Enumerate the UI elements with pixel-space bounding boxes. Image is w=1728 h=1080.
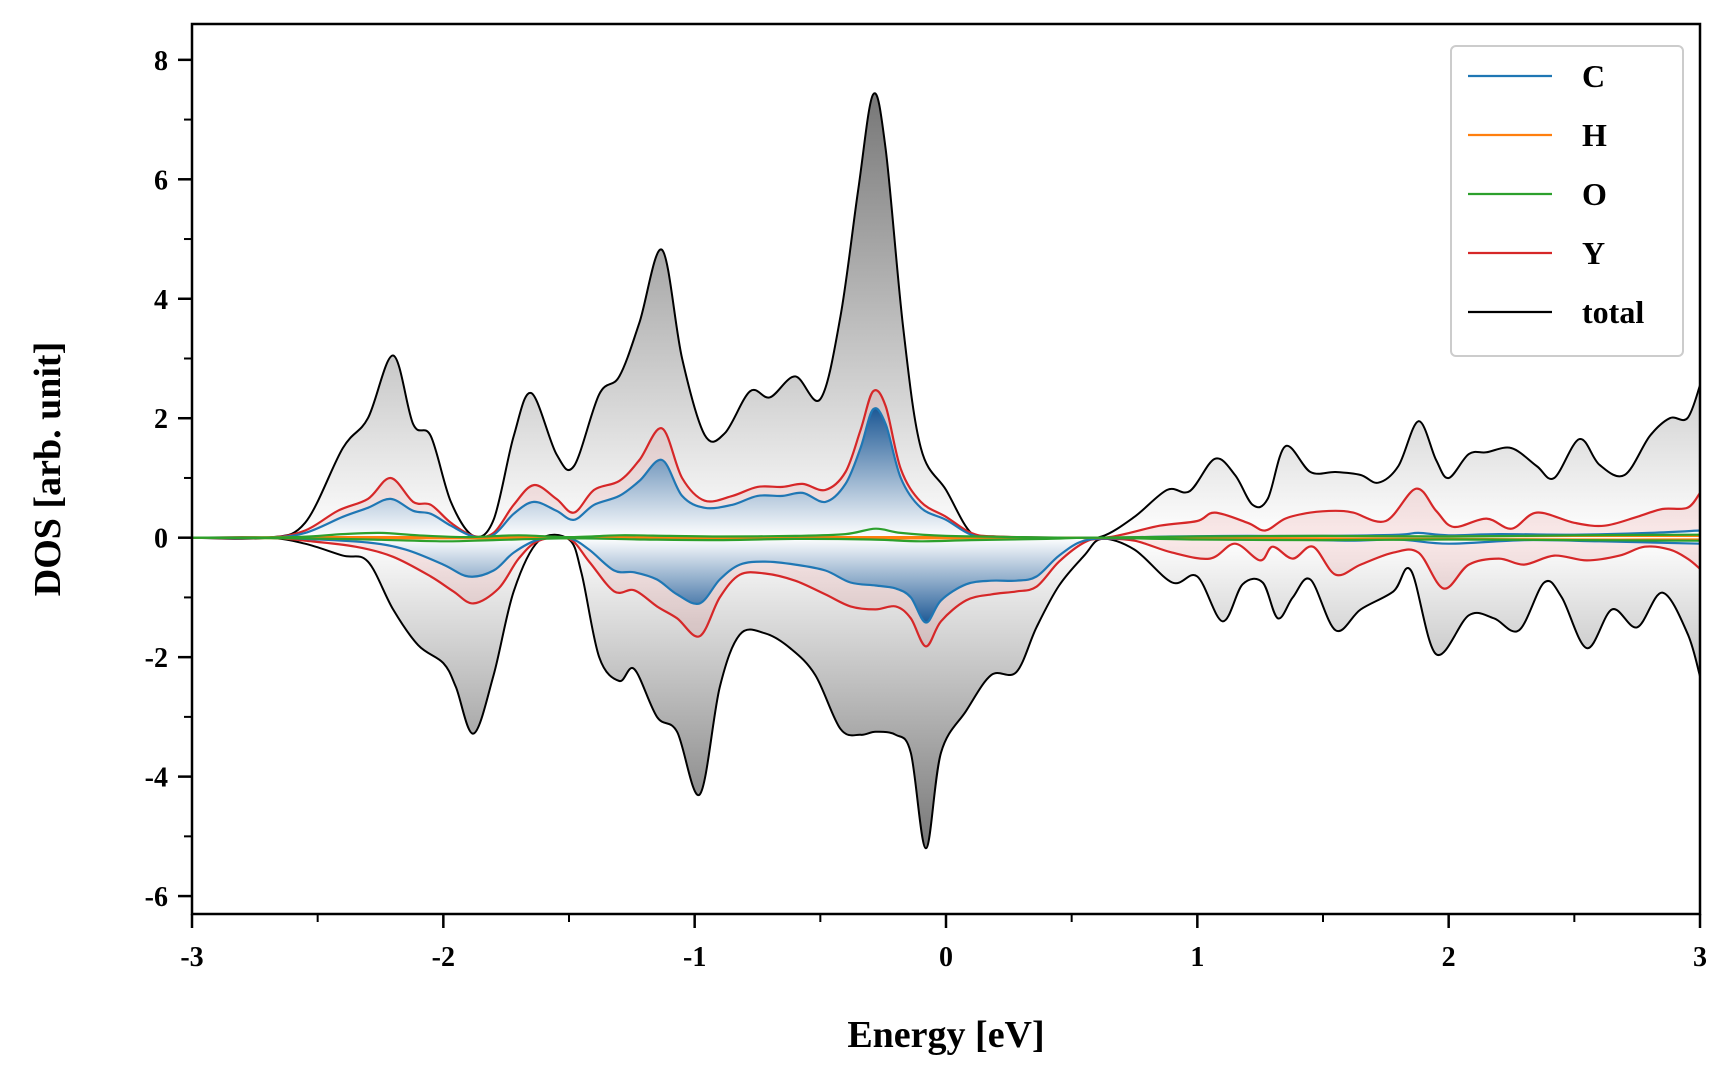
y-tick-label: 0: [154, 524, 168, 555]
legend-label: O: [1582, 176, 1607, 212]
y-tick-label: -4: [145, 763, 168, 794]
series-O-up-line: [192, 527, 1700, 539]
y-tick-label: 6: [154, 165, 168, 196]
legend-label: Y: [1582, 235, 1605, 271]
x-tick-label: -1: [683, 942, 706, 973]
y-tick-label: -6: [145, 882, 168, 913]
C-down-fill: [192, 537, 1700, 623]
fill-layer: [192, 93, 1700, 849]
series-total-up-line: [192, 92, 1700, 540]
y-tick-label: -2: [145, 643, 168, 674]
total-up-fill: [192, 93, 1700, 539]
x-tick-label: -2: [432, 942, 455, 973]
x-axis: -3 -2 -1 0 1 2 3: [180, 914, 1707, 973]
x-axis-title: Energy [eV]: [847, 1014, 1044, 1056]
series-Y-down-line: [192, 535, 1700, 648]
y-axis-title: DOS [arb. unit]: [27, 342, 69, 596]
y-tick-label: 4: [154, 285, 168, 316]
x-tick-label: 2: [1442, 942, 1456, 973]
legend-label: C: [1582, 58, 1605, 94]
legend-label: total: [1582, 294, 1644, 330]
legend-box: [1450, 45, 1684, 357]
series-total-down-line: [192, 533, 1700, 850]
x-tick-label: -3: [180, 942, 203, 973]
total-down-fill: [192, 534, 1700, 849]
x-tick-label: 0: [939, 942, 953, 973]
y-axis: -6 -4 -2 0 2 4 6 8: [145, 46, 192, 913]
legend-label: H: [1582, 117, 1607, 153]
y-tick-label: 8: [154, 46, 168, 77]
x-tick-label: 3: [1693, 942, 1707, 973]
series-O-down-line: [192, 536, 1700, 543]
C-up-fill: [192, 408, 1700, 539]
y-tick-label: 2: [154, 404, 168, 435]
line-layer: [192, 92, 1700, 850]
x-tick-label: 1: [1190, 942, 1204, 973]
